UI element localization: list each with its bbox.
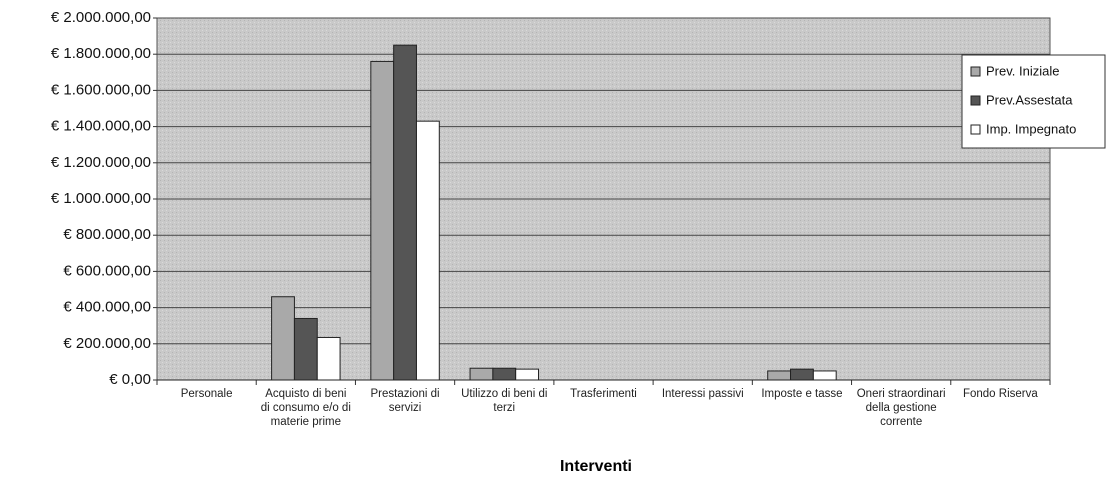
y-tick-label: € 400.000,00	[63, 299, 151, 316]
legend-swatch	[970, 66, 981, 77]
bar	[293, 317, 318, 381]
x-tick-label: Utilizzo di beni di terzi	[461, 388, 548, 414]
x-axis-title: Interventi	[560, 458, 632, 475]
y-tick-label: € 2.000.000,00	[51, 9, 151, 26]
y-tick-label: € 1.800.000,00	[51, 45, 151, 62]
bar	[271, 296, 295, 381]
x-tick-label: Trasferimenti	[570, 388, 637, 400]
legend-label: Prev.Assestata	[986, 92, 1073, 107]
legend-box	[961, 54, 1106, 149]
bar	[469, 367, 494, 381]
x-tick-label: Imposte e tasse	[761, 388, 843, 400]
bar	[790, 368, 814, 381]
y-tick-label: € 1.200.000,00	[51, 154, 151, 171]
bar	[812, 370, 837, 381]
bar	[393, 44, 417, 381]
bar	[515, 368, 540, 381]
y-tick-label: € 200.000,00	[63, 335, 151, 352]
y-tick-label: € 1.400.000,00	[51, 118, 151, 135]
legend-swatch	[970, 95, 981, 106]
x-tick-label: Oneri straordinari della gestione corren…	[856, 388, 946, 428]
y-tick-label: € 0,00	[109, 371, 151, 388]
x-tick-label: Fondo Riserva	[962, 388, 1038, 400]
y-tick-label: € 800.000,00	[63, 226, 151, 243]
bar	[767, 370, 792, 381]
x-tick-label: Prestazioni di servizi	[370, 388, 440, 414]
legend-label: Imp. Impegnato	[986, 121, 1076, 136]
y-tick-label: € 1.600.000,00	[51, 81, 151, 98]
bar	[492, 367, 517, 381]
x-tick-label: Acquisto di beni di consumo e/o di mater…	[260, 388, 351, 428]
bar	[316, 336, 341, 381]
legend-label: Prev. Iniziale	[986, 63, 1059, 78]
legend-swatch	[970, 124, 981, 135]
y-tick-label: € 600.000,00	[63, 262, 151, 279]
x-tick-label: Interessi passivi	[661, 388, 744, 400]
bar	[415, 120, 440, 381]
x-tick-label: Personale	[180, 388, 233, 400]
bar	[370, 60, 395, 381]
y-tick-label: € 1.000.000,00	[51, 190, 151, 207]
